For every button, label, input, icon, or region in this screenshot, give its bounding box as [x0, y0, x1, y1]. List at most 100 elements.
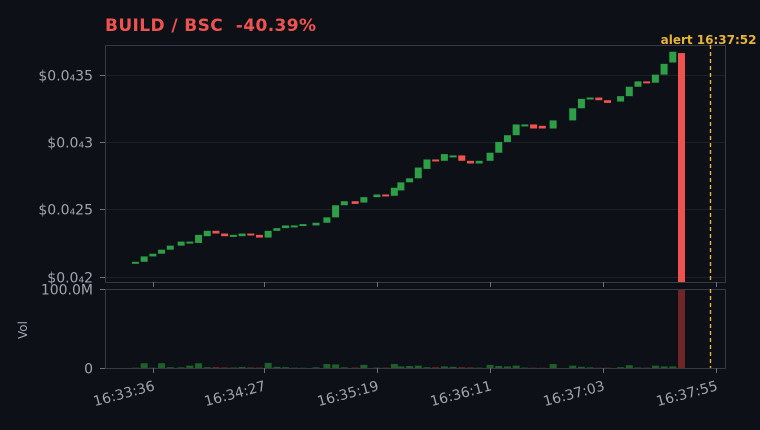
volume-bar: [495, 366, 503, 368]
volume-bar: [617, 367, 625, 368]
volume-bar: [586, 367, 594, 368]
volume-bar: [634, 367, 642, 369]
candle-up: [475, 160, 483, 164]
candle-down: [677, 53, 685, 282]
volume-axis-label: Vol: [16, 321, 30, 339]
volume-bar: [577, 366, 585, 368]
time-tick-label: 16:33:36: [92, 378, 157, 410]
candle-up: [586, 97, 594, 100]
candle-up: [131, 261, 139, 264]
volume-bar: [264, 362, 272, 368]
volume-bar: [229, 367, 237, 369]
candle-up: [669, 51, 677, 63]
volume-bar: [323, 364, 331, 368]
volume-bar: [340, 367, 348, 368]
volume-tick-label: 0: [84, 362, 93, 378]
time-tick-label: 16:37:03: [542, 378, 607, 410]
volume-bar: [282, 367, 290, 368]
axis-labels: $0.0₄2 $0.0₄25 $0.0₄3 $0.0₄35 16:33:36 16:34:…: [38, 69, 719, 411]
candle-down: [351, 201, 359, 204]
volume-bar: [423, 367, 431, 368]
volume-bar: [530, 367, 538, 369]
volume-bar: [595, 367, 603, 369]
price-tick-label: $0.0₄2: [47, 271, 93, 287]
chart-title: BUILD / BSC -40.39%: [105, 16, 317, 36]
volume-bar: [332, 364, 340, 368]
candle-up: [486, 152, 494, 161]
price-tick-label: $0.0₄35: [38, 69, 93, 85]
candle-down: [255, 234, 263, 238]
volume-bar: [158, 363, 166, 368]
candle-up: [651, 74, 659, 83]
volume-bar: [406, 366, 414, 368]
price-tick-label: $0.0₄3: [47, 136, 93, 152]
volume-bar: [221, 367, 229, 368]
candle-up: [299, 224, 307, 227]
candle-down: [530, 124, 538, 129]
candle-up: [660, 63, 668, 75]
volume-bar: [440, 366, 448, 368]
volume-bar: [432, 367, 440, 368]
volume-bar: [373, 367, 381, 369]
volume-bar: [625, 365, 633, 368]
volume-bar: [186, 365, 194, 368]
candle-down: [212, 230, 220, 234]
volume-bar: [449, 366, 457, 368]
price-candles: [131, 51, 685, 282]
candle-up: [149, 253, 157, 257]
volume-bar: [414, 365, 422, 368]
volume-bar: [212, 367, 220, 368]
candle-up: [617, 96, 625, 102]
volume-bar: [149, 367, 157, 369]
candle-up: [332, 205, 340, 218]
price-tick-label: $0.0₄25: [38, 203, 93, 219]
alert-label: alert 16:37:52: [661, 33, 757, 47]
candle-down: [458, 155, 466, 161]
candle-up: [158, 249, 166, 254]
candle-up: [577, 98, 585, 109]
volume-bar: [290, 367, 298, 369]
candle-up: [423, 159, 431, 169]
volume-bar: [273, 366, 281, 368]
volume-bar: [382, 367, 390, 369]
volume-bar: [203, 367, 211, 368]
volume-bar: [475, 367, 483, 369]
price-panel-frame: [105, 45, 726, 283]
volume-bar: [466, 367, 474, 368]
volume-bar: [255, 367, 263, 369]
volume-tick-label: 100.0M: [41, 283, 93, 299]
volume-bar: [660, 366, 668, 368]
volume-bar: [669, 366, 677, 368]
candle-up: [229, 234, 237, 237]
volume-bar: [238, 367, 246, 368]
volume-bar: [247, 367, 255, 368]
volume-bar: [643, 367, 651, 369]
candle-up: [440, 154, 448, 161]
volume-bar: [677, 289, 685, 368]
candle-down: [247, 233, 255, 236]
volume-bar: [569, 365, 577, 368]
candle-up: [406, 178, 414, 183]
volume-bar: [166, 367, 174, 368]
volume-bar: [360, 364, 368, 368]
volume-bar: [521, 367, 529, 369]
candle-up: [397, 182, 405, 191]
candle-up: [140, 256, 148, 262]
candle-up: [512, 124, 520, 136]
volume-bar: [458, 367, 466, 368]
candle-up: [264, 230, 272, 238]
volume-bar: [651, 365, 659, 368]
volume-bar: [549, 364, 557, 368]
candle-up: [634, 81, 642, 87]
volume-bar: [312, 367, 320, 368]
candle-up: [323, 217, 331, 223]
candle-up: [390, 187, 398, 196]
alert-marker: alert 16:37:52: [661, 33, 757, 368]
candle-up: [495, 141, 503, 153]
candle-up: [625, 86, 633, 97]
candle-up: [449, 155, 457, 158]
volume-bar: [397, 366, 405, 368]
volume-bar: [486, 364, 494, 368]
